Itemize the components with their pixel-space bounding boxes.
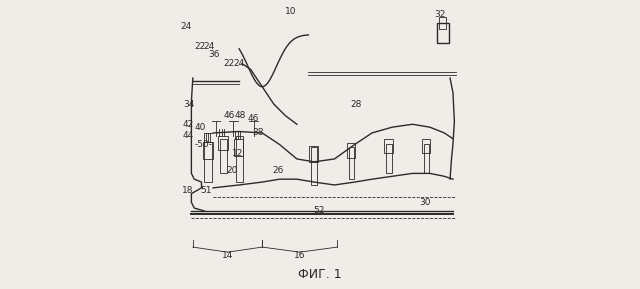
Text: 26: 26 [273,166,284,175]
Bar [218,136,228,150]
Text: 52: 52 [313,206,324,216]
Text: 22: 22 [195,42,205,51]
Bar [384,139,393,153]
Bar [437,23,449,43]
Text: 44: 44 [182,131,193,140]
Bar [234,139,243,156]
Bar [309,146,317,162]
Text: 12: 12 [232,149,243,158]
Text: 40: 40 [195,123,206,132]
Text: 24: 24 [203,42,214,51]
Text: 24: 24 [180,21,191,31]
Text: ФИГ. 1: ФИГ. 1 [298,268,342,281]
Bar [203,142,213,159]
Text: 32: 32 [435,10,446,19]
Text: 22: 22 [223,59,235,68]
Bar [439,17,445,29]
Bar [349,147,354,179]
Text: 14: 14 [222,251,233,260]
Text: 48: 48 [235,111,246,120]
Text: 24: 24 [234,59,244,68]
Text: 20: 20 [226,166,237,175]
Bar [424,144,429,173]
Bar [220,139,227,173]
Bar [422,139,430,153]
Text: 30: 30 [420,198,431,207]
Text: 42: 42 [182,120,193,129]
Text: 46: 46 [223,111,235,120]
Text: 10: 10 [285,7,297,16]
Text: -50-: -50- [195,140,212,149]
Text: 38: 38 [252,128,264,138]
Text: 16: 16 [294,251,305,260]
Bar [204,142,212,182]
Text: 36: 36 [209,50,220,60]
Bar [311,147,317,185]
Bar [347,143,355,158]
Bar [236,136,243,182]
Text: 51: 51 [200,186,212,195]
Text: 28: 28 [351,99,362,109]
Text: 18: 18 [182,186,194,195]
Text: 46: 46 [248,114,259,123]
Bar [387,144,392,173]
Text: 34: 34 [183,99,194,109]
